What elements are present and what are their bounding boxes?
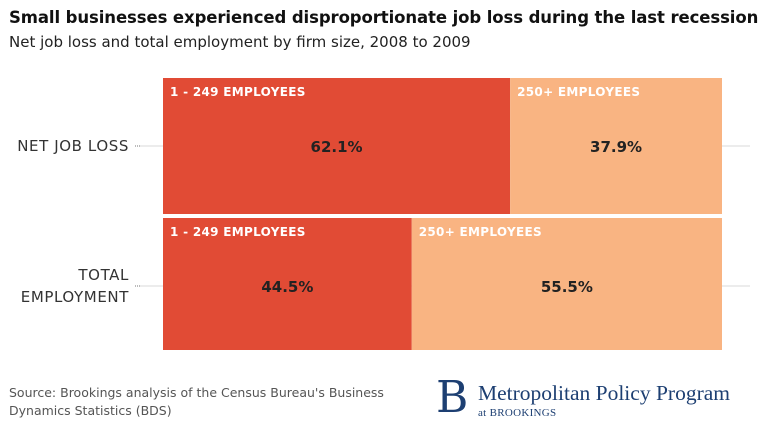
category-label: TOTAL: [77, 266, 129, 284]
chart-subtitle: Net job loss and total employment by fir…: [9, 33, 471, 51]
logo-program-name: Metropolitan Policy Program: [478, 381, 730, 405]
data-label: 55.5%: [541, 278, 593, 296]
bar-segment: [163, 218, 412, 350]
brookings-logo: B Metropolitan Policy Program at BROOKIN…: [436, 372, 756, 426]
bar-segment: [411, 218, 722, 350]
chart-title: Small businesses experienced disproporti…: [9, 8, 759, 27]
segment-series-label: 250+ EMPLOYEES: [419, 225, 542, 239]
data-label: 44.5%: [261, 278, 313, 296]
data-label: 37.9%: [590, 138, 642, 156]
category-label: NET JOB LOSS: [17, 137, 129, 155]
segment-series-label: 1 - 249 EMPLOYEES: [170, 225, 306, 239]
brookings-b-icon: B: [436, 372, 469, 423]
category-label: EMPLOYMENT: [21, 288, 129, 306]
bar-segment: [163, 78, 511, 214]
data-label: 62.1%: [311, 138, 363, 156]
bar-segment: [510, 78, 722, 214]
logo-affiliation: at BROOKINGS: [478, 407, 557, 419]
source-note: Source: Brookings analysis of the Census…: [9, 385, 384, 418]
segment-series-label: 1 - 249 EMPLOYEES: [170, 85, 306, 99]
segment-series-label: 250+ EMPLOYEES: [517, 85, 640, 99]
